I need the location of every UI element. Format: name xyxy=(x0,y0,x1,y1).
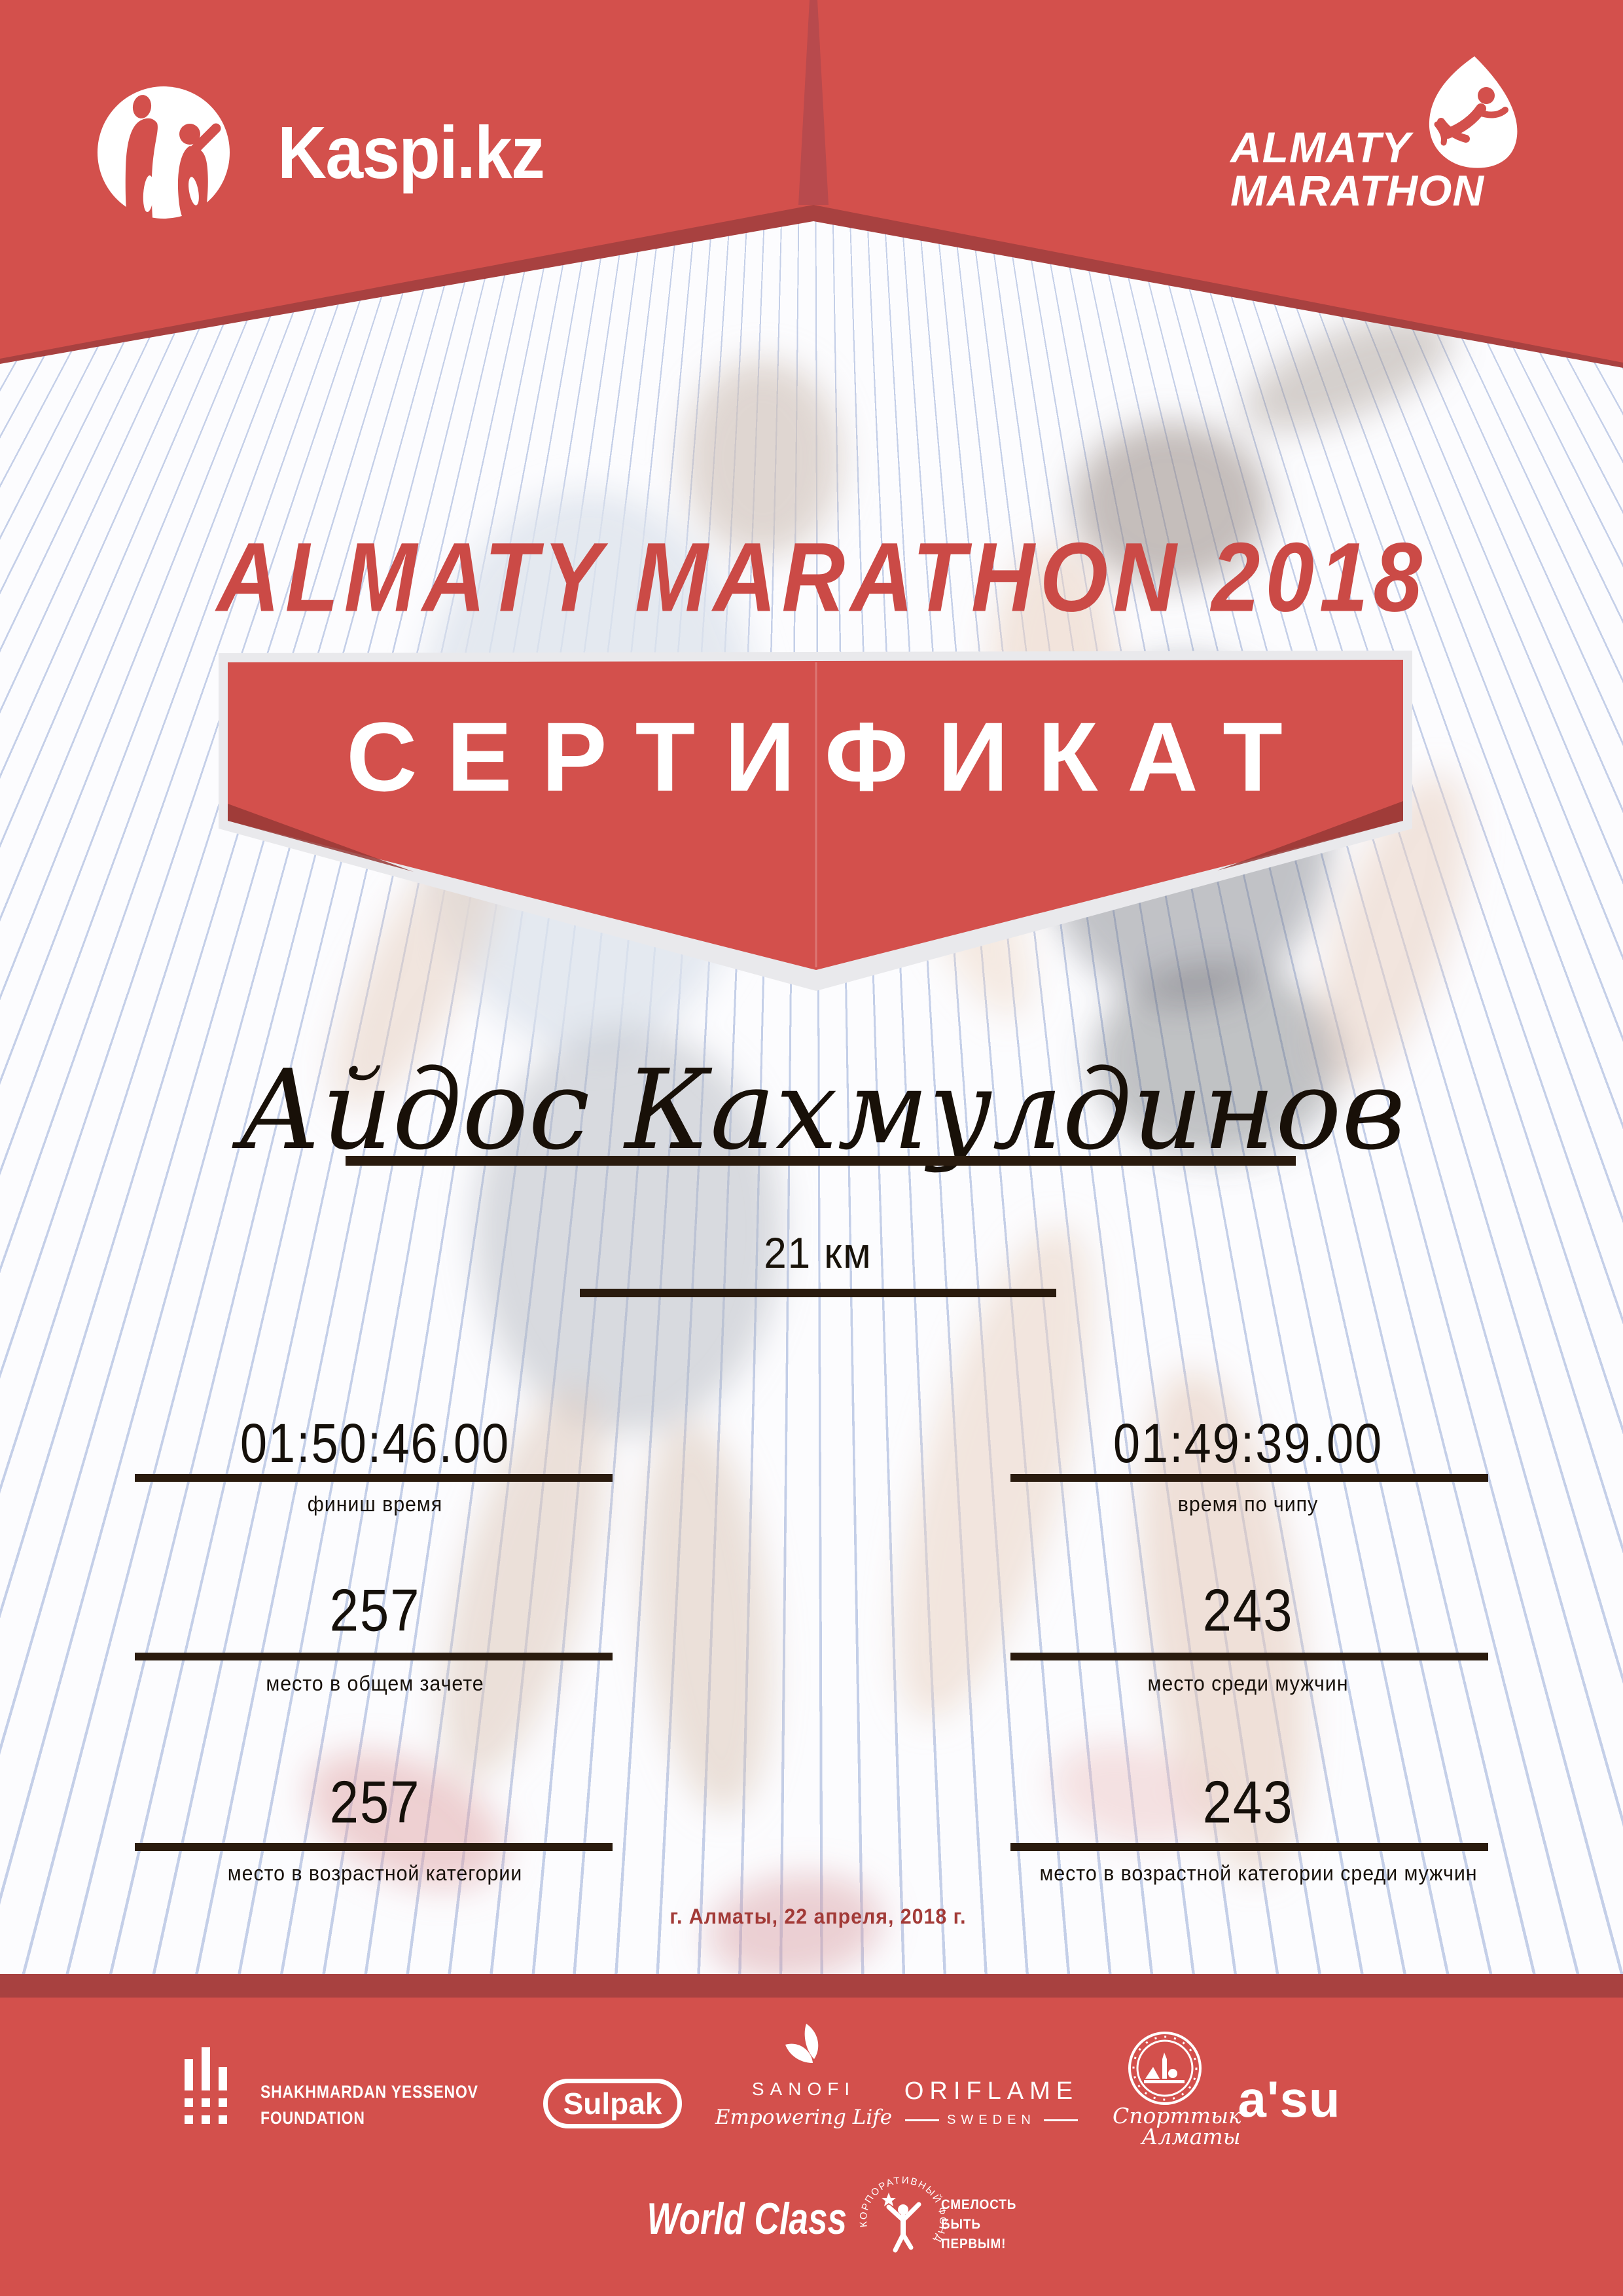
oriflame-country: SWEDEN xyxy=(947,2113,1036,2127)
sanofi-logo-text: SANOFI xyxy=(751,2079,856,2099)
sport-almaty-line2: Алматы xyxy=(1141,2124,1241,2149)
oriflame-rule-left xyxy=(905,2119,940,2121)
ribbon-label: СЕРТИФИКАТ xyxy=(346,702,1312,812)
chip-time-underline xyxy=(1010,1474,1488,1482)
certificate-ribbon xyxy=(219,651,1412,991)
oriflame-country-row: SWEDEN xyxy=(893,2113,1090,2128)
chip-time-label: время по чипу xyxy=(1177,1492,1319,1516)
sanofi-bird-icon xyxy=(785,2024,819,2063)
sulpak-logo: Sulpak xyxy=(543,2079,682,2128)
sulpak-logo-text: Sulpak xyxy=(563,2087,662,2121)
oriflame-rule-right xyxy=(1043,2119,1078,2121)
kaspi-logo-icon xyxy=(98,86,230,219)
male-place-value: 243 xyxy=(1202,1577,1294,1643)
runners-photo-background xyxy=(307,315,1467,1981)
finish-time-value: 01:50:46.00 xyxy=(240,1412,510,1475)
oriflame-logo-text: ORIFLAME xyxy=(904,2077,1079,2105)
age-place-label: место в возрастной категории xyxy=(227,1861,523,1885)
age-place-value: 257 xyxy=(329,1768,421,1835)
age-place-underline xyxy=(135,1843,613,1851)
yessenov-foundation-line2: FOUNDATION xyxy=(260,2108,365,2128)
fund-slogan-line2: БЫТЬ xyxy=(941,2217,981,2232)
participant-name: Айдос Кахмулдинов xyxy=(238,1046,1406,1174)
finish-time-underline xyxy=(135,1474,613,1482)
male-place-label: место среди мужчин xyxy=(1147,1672,1349,1695)
footer-shadow-strip xyxy=(0,1974,1623,1998)
age-male-place-underline xyxy=(1010,1843,1488,1851)
ribbon-red-shape xyxy=(228,660,1403,970)
overall-place-value: 257 xyxy=(329,1577,421,1643)
event-title: ALMATY MARATHON 2018 xyxy=(216,523,1428,632)
banner-center-crease xyxy=(798,0,829,205)
world-class-logo-text: World Class xyxy=(647,2194,847,2244)
fund-slogan-line3: ПЕРВЫМ! xyxy=(941,2236,1007,2251)
distance-underline xyxy=(580,1289,1056,1297)
sanofi-tagline: Empowering Life xyxy=(715,2106,893,2129)
fund-star xyxy=(882,2193,896,2206)
fund-emblem-icon: КОРПОРАТИВНЫЙ ФОНД xyxy=(858,2175,947,2253)
fund-slogan-line1: СМЕЛОСТЬ xyxy=(941,2197,1017,2212)
male-place-underline xyxy=(1010,1653,1488,1660)
sport-almaty-emblem-icon xyxy=(1128,2032,1202,2105)
almaty-marathon-logo-line2: MARATHON xyxy=(1230,166,1485,215)
asu-logo-text: a'su xyxy=(1238,2070,1341,2128)
chip-time-value: 01:49:39.00 xyxy=(1113,1412,1383,1475)
age-male-place-label: место в возрастной категории среди мужчи… xyxy=(1039,1861,1478,1885)
age-male-place-value: 243 xyxy=(1202,1768,1294,1835)
date-line: г. Алматы, 22 апреля, 2018 г. xyxy=(669,1905,967,1928)
almaty-marathon-logo-line1: ALMATY xyxy=(1230,123,1412,171)
overall-place-label: место в общем зачете xyxy=(266,1672,484,1695)
yessenov-foundation-line1: SHAKHMARDAN YESSENOV xyxy=(260,2082,478,2102)
finish-time-label: финиш время xyxy=(307,1492,443,1516)
overall-place-underline xyxy=(135,1653,613,1660)
ribbon-fold-left xyxy=(228,804,414,872)
yessenov-foundation-icon xyxy=(185,2047,227,2124)
name-underline xyxy=(346,1156,1296,1166)
ribbon-fold-right xyxy=(1217,801,1403,870)
sport-almaty-line1: Спорттык xyxy=(1113,2103,1241,2128)
almaty-marathon-logo-icon xyxy=(1429,56,1518,168)
kaspi-logo-text: Kaspi.kz xyxy=(277,111,545,194)
distance-value: 21 км xyxy=(764,1229,872,1277)
header-banner xyxy=(0,0,1623,368)
